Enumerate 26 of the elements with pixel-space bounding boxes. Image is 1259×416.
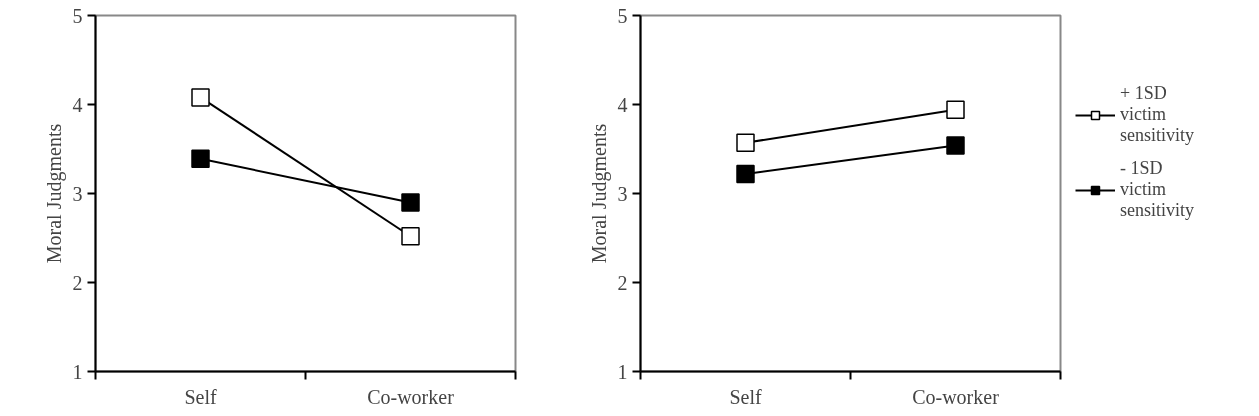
y-tick-label: 5 — [617, 4, 628, 27]
y-tick-label: 5 — [72, 4, 83, 27]
y-tick-label: 1 — [72, 360, 83, 383]
point — [736, 164, 755, 184]
y-tick-label: 2 — [72, 271, 83, 294]
y-axis-title: Moral Judgments — [42, 123, 66, 264]
y-tick-label: 3 — [617, 182, 628, 205]
y-axis-title: Moral Judgments — [587, 123, 611, 264]
x-tick-label: Co-worker — [367, 385, 455, 408]
x-tick-label: Co-worker — [912, 385, 1000, 408]
point — [736, 133, 755, 153]
y-tick-label: 4 — [72, 93, 83, 116]
legend-label: + 1SD victim sensitivity — [1120, 83, 1195, 146]
y-tick-label: 2 — [617, 271, 628, 294]
point — [401, 193, 420, 212]
point — [946, 136, 965, 155]
point — [401, 226, 420, 246]
legend-label: - 1SD victim sensitivity — [1120, 158, 1195, 221]
point — [191, 88, 210, 107]
x-tick-label: Self — [729, 385, 762, 408]
x-tick-label: Self — [184, 385, 217, 408]
point — [191, 149, 210, 169]
y-tick-label: 4 — [617, 93, 628, 116]
y-tick-label: 1 — [617, 360, 628, 383]
y-tick-label: 3 — [72, 182, 83, 205]
point — [946, 100, 965, 120]
